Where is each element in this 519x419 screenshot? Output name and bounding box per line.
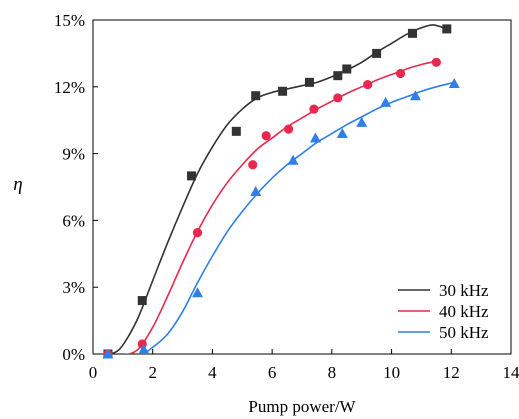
data-point-40-khz xyxy=(431,57,441,67)
data-point-50-khz xyxy=(287,154,299,165)
data-point-50-khz xyxy=(356,116,368,127)
series-line-50-khz xyxy=(104,81,455,354)
data-point-50-khz xyxy=(380,96,392,107)
x-tick-label: 8 xyxy=(328,363,337,382)
data-point-30-khz xyxy=(278,86,288,96)
data-point-40-khz xyxy=(363,79,373,90)
data-point-40-khz xyxy=(333,93,343,103)
y-tick-label: 3% xyxy=(62,278,85,297)
x-tick-label: 6 xyxy=(268,363,277,382)
legend: 30 kHz 40 kHz 50 kHz xyxy=(398,281,489,342)
data-point-40-khz xyxy=(283,124,294,134)
x-axis: 0 2 4 6 8 10 12 14 xyxy=(89,349,519,382)
x-tick-label: 14 xyxy=(503,363,519,382)
data-point-50-khz xyxy=(102,348,114,359)
plot-area xyxy=(92,19,512,355)
series-line-40-khz xyxy=(104,60,437,354)
data-point-30-khz xyxy=(304,77,314,87)
x-tick-label: 2 xyxy=(148,363,157,382)
data-point-30-khz xyxy=(333,71,343,81)
x-tick-label: 0 xyxy=(89,363,98,382)
data-point-30-khz xyxy=(407,28,417,38)
data-point-40-khz xyxy=(395,68,406,79)
data-point-30-khz xyxy=(372,48,382,58)
data-point-30-khz xyxy=(231,126,241,136)
data-point-40-khz xyxy=(248,160,258,170)
data-point-30-khz xyxy=(137,296,147,306)
y-tick-label: 12% xyxy=(54,78,85,97)
x-axis-label: Pump power/W xyxy=(248,397,356,416)
data-point-50-khz xyxy=(309,132,321,143)
y-axis-label: η xyxy=(13,174,22,195)
data-point-40-khz xyxy=(309,104,319,114)
data-point-50-khz xyxy=(336,128,348,139)
data-point-30-khz xyxy=(251,91,261,101)
y-tick-label: 0% xyxy=(62,345,85,364)
fit-curves xyxy=(104,24,455,354)
x-tick-label: 10 xyxy=(383,363,400,382)
data-point-50-khz xyxy=(250,185,262,196)
data-point-50-khz xyxy=(409,90,421,101)
data-point-50-khz xyxy=(138,344,150,355)
data-point-30-khz xyxy=(442,24,452,34)
x-tick-label: 12 xyxy=(443,363,460,382)
legend-label: 40 kHz xyxy=(439,302,489,321)
y-tick-label: 15% xyxy=(54,11,85,30)
data-point-40-khz xyxy=(261,131,271,141)
data-point-50-khz xyxy=(448,77,460,88)
data-point-30-khz xyxy=(342,64,352,74)
data-point-40-khz xyxy=(192,228,203,238)
y-axis: 0% 3% 6% 9% 12% 15% xyxy=(54,11,98,364)
data-markers xyxy=(102,24,460,359)
data-point-50-khz xyxy=(192,287,203,298)
x-tick-label: 4 xyxy=(208,363,217,382)
data-point-30-khz xyxy=(187,171,197,181)
y-tick-label: 9% xyxy=(62,145,85,164)
legend-label: 50 kHz xyxy=(439,323,489,342)
y-tick-label: 6% xyxy=(62,211,85,230)
legend-label: 30 kHz xyxy=(439,281,489,300)
series-line-30-khz xyxy=(104,24,448,354)
